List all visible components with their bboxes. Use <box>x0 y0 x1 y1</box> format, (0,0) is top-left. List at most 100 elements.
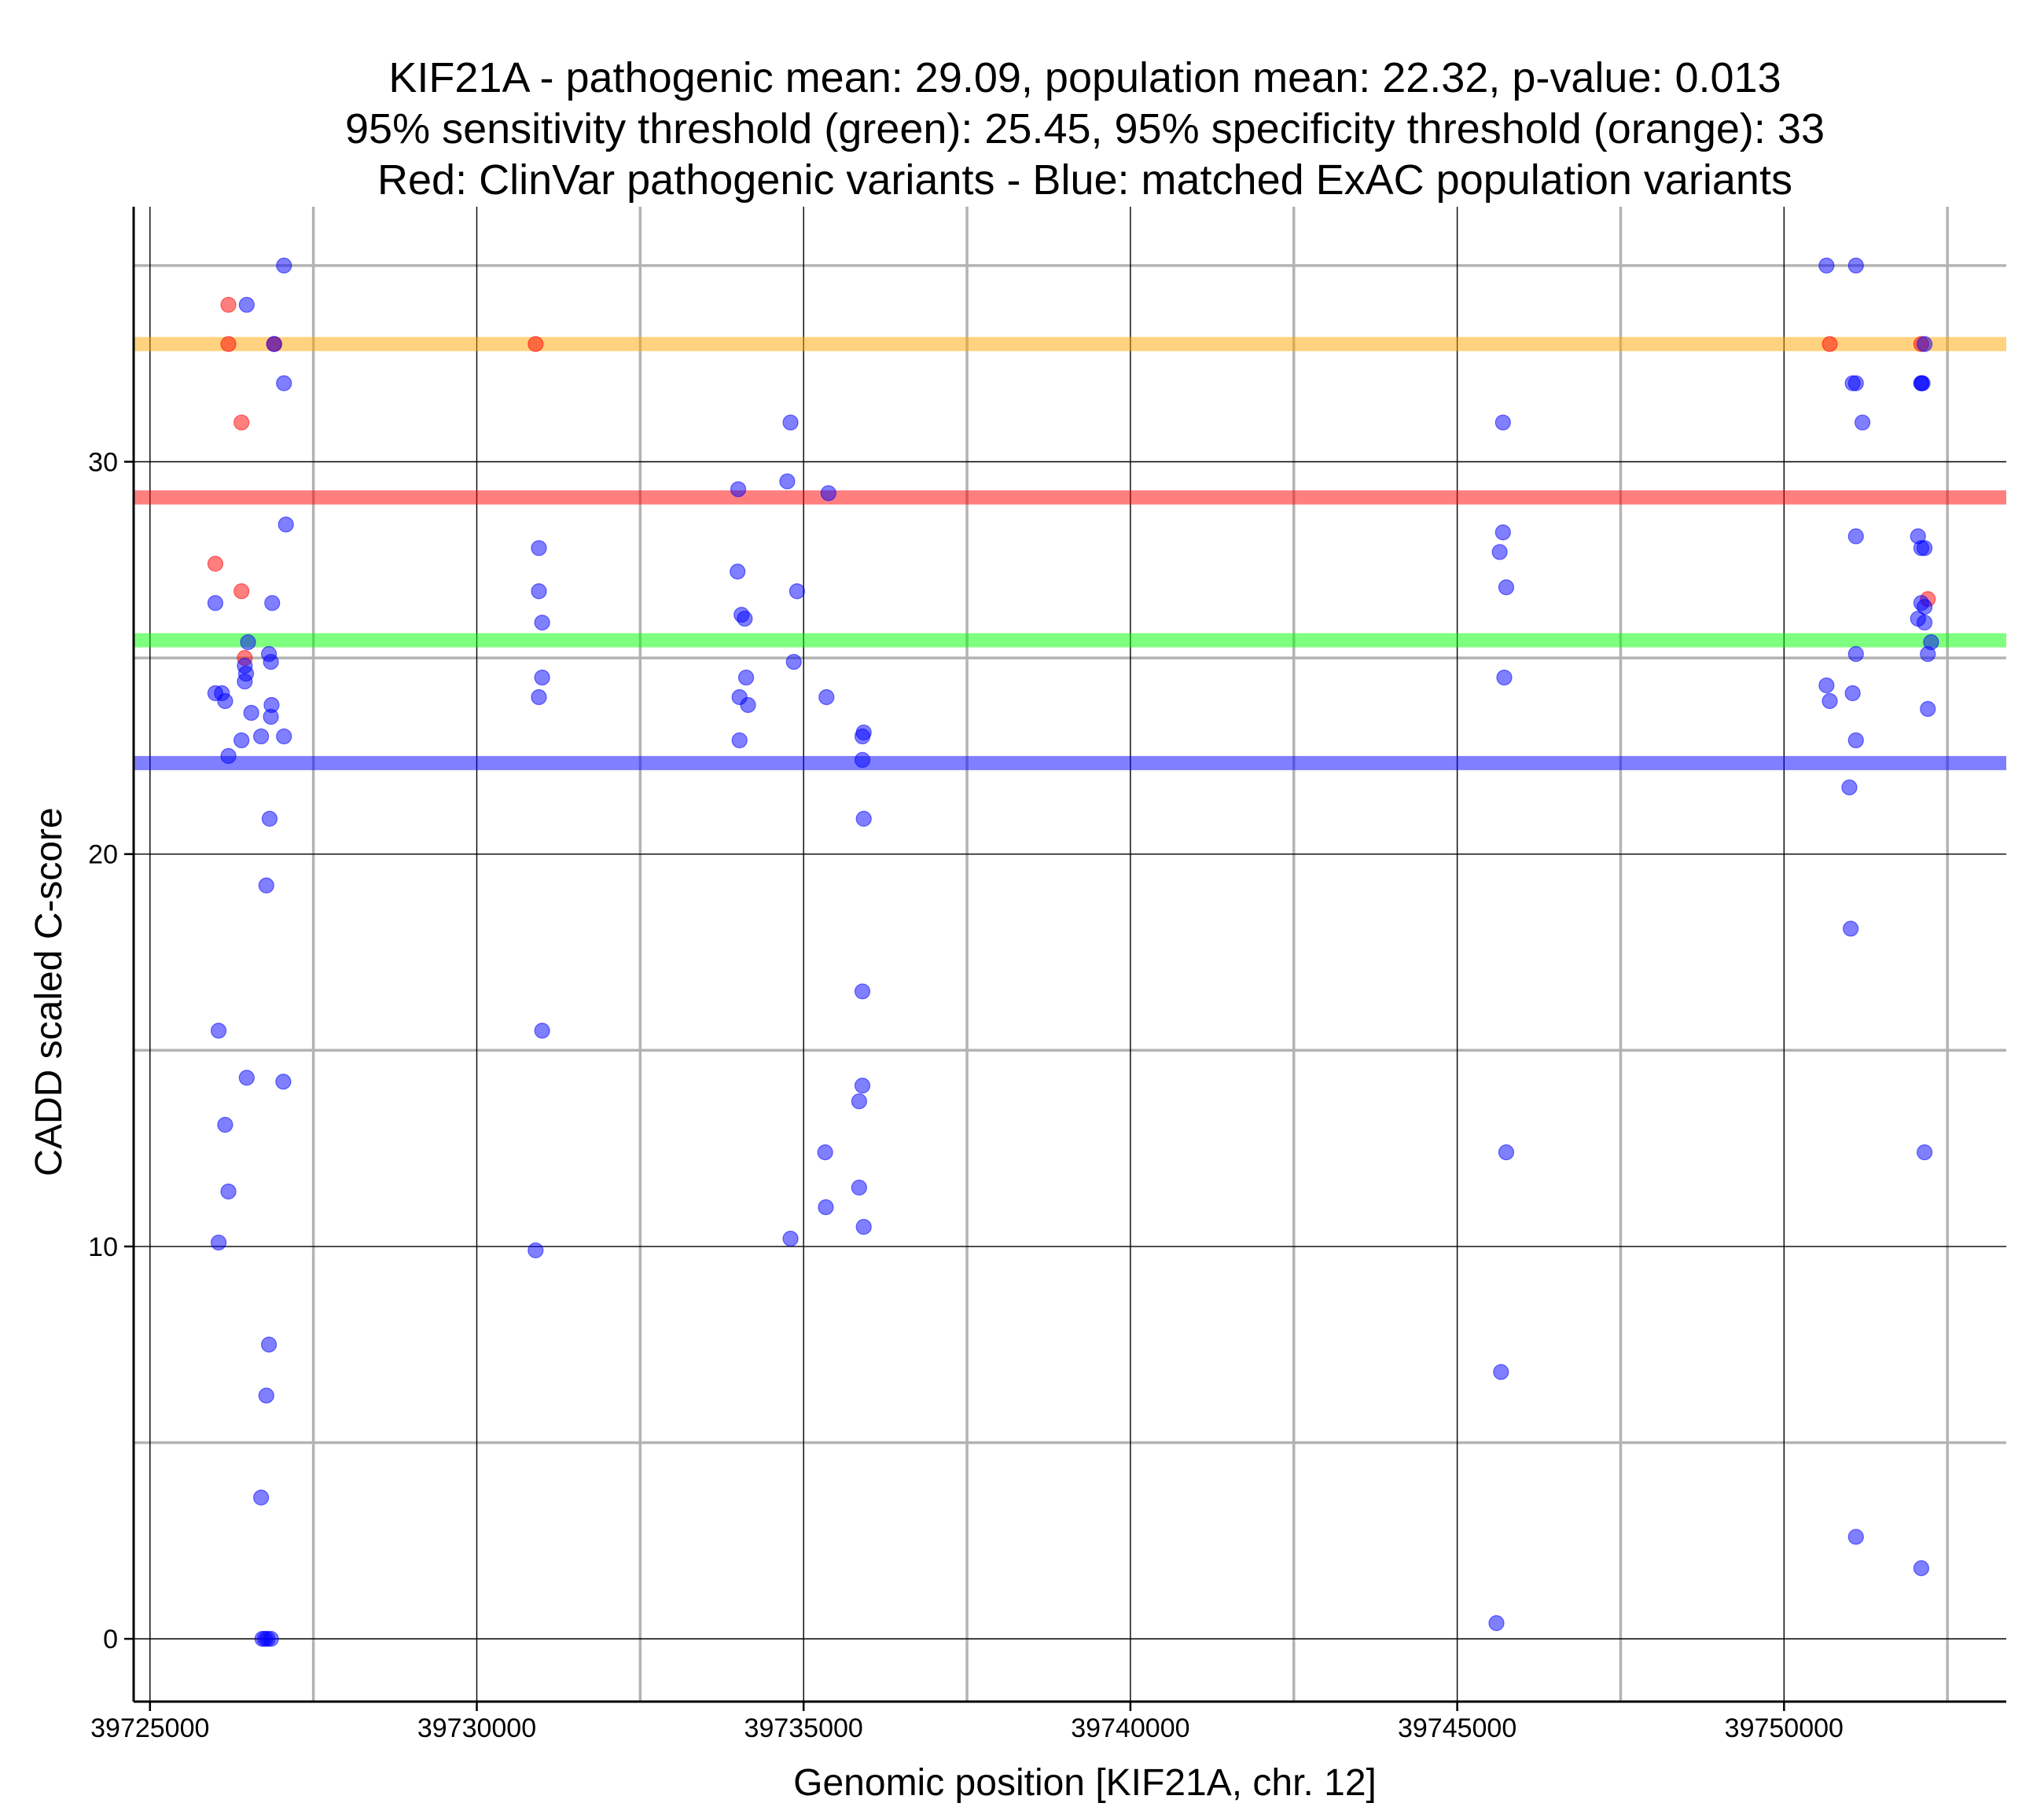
data-point <box>782 414 799 431</box>
x-tick-label: 39735000 <box>744 1713 863 1743</box>
data-point <box>1920 700 1936 718</box>
data-point <box>233 414 250 431</box>
data-point <box>818 689 835 706</box>
data-point <box>210 1234 227 1251</box>
data-point <box>1847 732 1864 749</box>
data-point <box>730 564 746 580</box>
data-point <box>1847 528 1864 545</box>
y-axis-title: CADD scaled C-score <box>28 807 70 1176</box>
data-point <box>238 1070 255 1086</box>
title-line-2: 95% sensitivity threshold (green): 25.45… <box>345 105 1825 152</box>
data-point <box>731 732 748 749</box>
data-point <box>264 595 281 611</box>
data-point <box>237 657 253 674</box>
data-point <box>261 1336 278 1353</box>
data-point <box>534 669 550 686</box>
data-point <box>276 257 292 274</box>
y-tick-label: 10 <box>88 1232 118 1262</box>
data-point <box>207 556 224 572</box>
data-point <box>855 724 872 741</box>
data-point <box>1496 669 1513 686</box>
y-tick-label: 20 <box>88 840 118 870</box>
data-point <box>1847 1529 1864 1545</box>
data-point <box>851 1093 867 1110</box>
reference-lines <box>134 336 2006 770</box>
data-point <box>1854 414 1871 431</box>
chart-title: KIF21A - pathogenic mean: 29.09, populat… <box>345 54 1825 204</box>
data-point <box>1913 1560 1930 1577</box>
data-point <box>253 728 270 745</box>
data-point <box>220 1183 237 1200</box>
data-point <box>214 685 230 702</box>
data-point <box>1498 579 1515 596</box>
data-point <box>1847 257 1864 274</box>
data-point <box>1494 414 1511 431</box>
data-point <box>528 1242 544 1259</box>
data-point <box>1841 779 1858 795</box>
data-point <box>534 615 550 631</box>
data-point <box>855 810 872 827</box>
y-tick-label: 0 <box>103 1625 118 1654</box>
data-point <box>276 375 292 391</box>
data-point <box>818 1199 834 1216</box>
data-point <box>276 728 292 745</box>
data-point <box>531 689 547 706</box>
data-point <box>1844 685 1861 702</box>
data-point <box>854 983 871 1000</box>
data-point <box>243 704 259 722</box>
data-point <box>1822 336 1838 352</box>
x-tick-label: 39725000 <box>90 1713 209 1743</box>
data-point <box>1818 257 1835 274</box>
data-point <box>1818 677 1835 694</box>
data-point <box>266 336 282 352</box>
data-point <box>1916 1144 1933 1161</box>
data-point <box>258 877 274 894</box>
data-point <box>278 516 294 533</box>
data-point <box>263 1631 279 1647</box>
data-point <box>782 1230 799 1247</box>
data-point <box>263 653 279 670</box>
data-point <box>238 296 255 313</box>
data-point <box>737 669 755 686</box>
data-point <box>789 583 805 600</box>
data-point <box>1923 634 1939 651</box>
data-point <box>528 336 544 352</box>
data-point <box>240 634 256 651</box>
data-point <box>1916 540 1933 556</box>
data-point <box>531 540 547 556</box>
data-point <box>275 1074 292 1090</box>
data-point <box>217 1117 233 1133</box>
data-point <box>737 611 753 627</box>
data-point <box>1847 375 1864 391</box>
data-point <box>220 296 237 313</box>
data-point <box>1843 920 1859 937</box>
axes: 39725000 39730000 39735000 39740000 39745000… <box>88 207 2006 1743</box>
x-tick-label: 39730000 <box>417 1713 536 1743</box>
data-point <box>1847 646 1864 663</box>
data-point <box>1494 524 1511 541</box>
data-point <box>207 595 224 611</box>
data-point <box>233 583 250 600</box>
x-axis-title: Genomic position [KIF21A, chr. 12] <box>793 1762 1377 1804</box>
data-point <box>220 336 237 352</box>
data-point <box>1913 375 1930 391</box>
data-point <box>1498 1144 1515 1161</box>
data-point <box>817 1144 833 1161</box>
data-point <box>233 732 250 749</box>
data-point <box>220 747 237 764</box>
x-tick-label: 39745000 <box>1398 1713 1516 1743</box>
data-point <box>534 1023 550 1039</box>
data-point <box>258 1387 274 1404</box>
x-tick-label: 39740000 <box>1071 1713 1189 1743</box>
data-point <box>855 1218 872 1236</box>
data-point <box>820 485 836 501</box>
data-point <box>1488 1615 1505 1632</box>
data-point <box>1822 692 1838 710</box>
data-point <box>1916 336 1933 352</box>
data-point <box>1493 1364 1509 1380</box>
data-point <box>779 473 796 490</box>
data-point <box>263 696 280 714</box>
data-point <box>785 653 802 670</box>
data-point <box>730 481 747 498</box>
